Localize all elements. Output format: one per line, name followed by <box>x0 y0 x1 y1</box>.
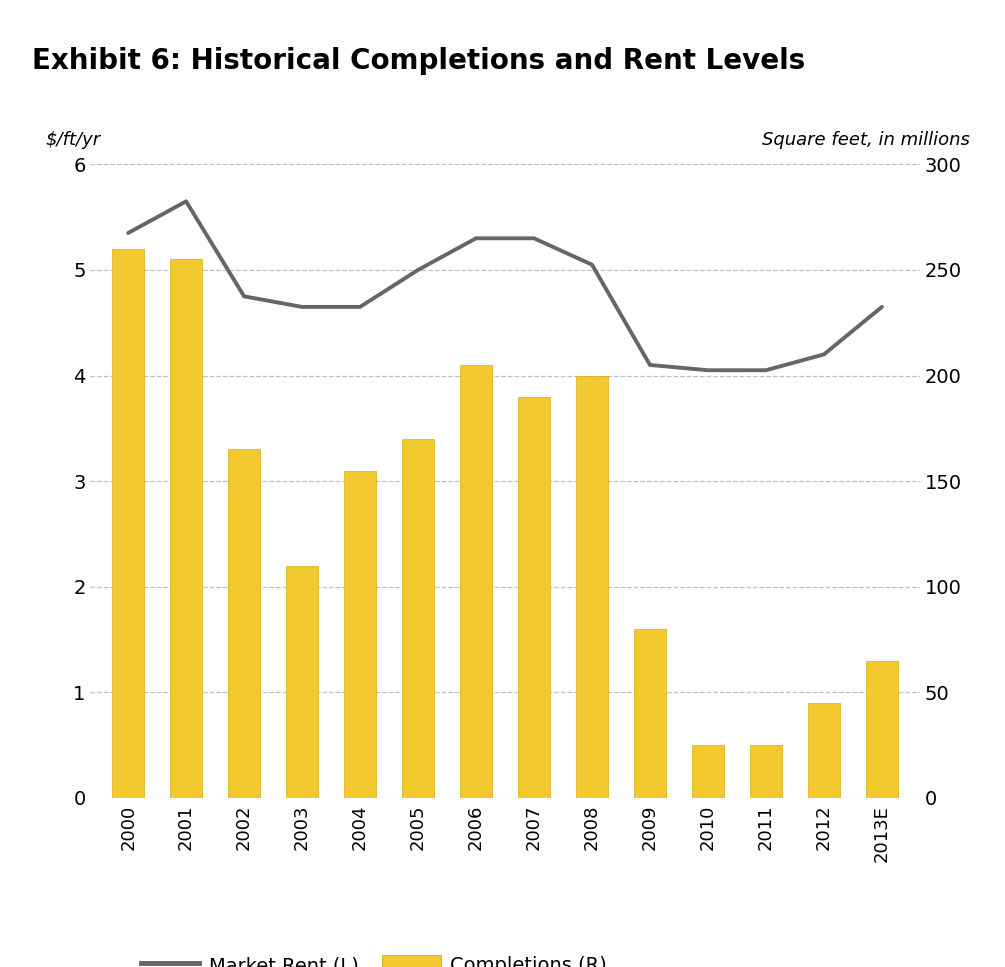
Bar <box>344 471 376 798</box>
Bar <box>808 703 840 798</box>
Bar <box>634 629 666 798</box>
Text: $/ft/yr: $/ft/yr <box>45 132 100 149</box>
Bar <box>113 249 144 798</box>
Bar <box>866 660 897 798</box>
Bar <box>518 396 550 798</box>
Bar <box>170 259 202 798</box>
Bar <box>750 745 782 798</box>
Bar <box>692 745 724 798</box>
Bar <box>402 439 434 798</box>
Text: Exhibit 6: Historical Completions and Rent Levels: Exhibit 6: Historical Completions and Re… <box>32 47 805 75</box>
Bar <box>460 365 492 798</box>
Legend: Market Rent (L), Completions (R): Market Rent (L), Completions (R) <box>134 947 615 967</box>
Text: Square feet, in millions: Square feet, in millions <box>762 132 970 149</box>
Bar <box>286 566 318 798</box>
Bar <box>228 450 260 798</box>
Bar <box>576 375 608 798</box>
